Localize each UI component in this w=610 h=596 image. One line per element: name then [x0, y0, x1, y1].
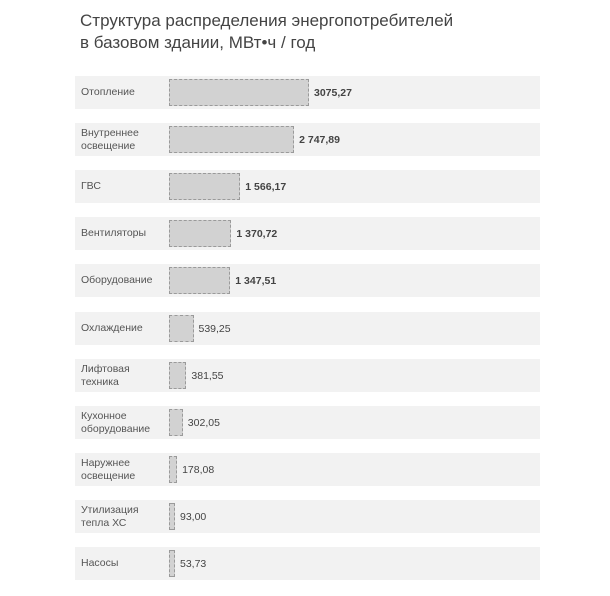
bar: [169, 267, 231, 294]
data-label: 2 747,89: [299, 133, 340, 146]
bar: [169, 409, 183, 436]
bar-row: Кухонное оборудование 302,05: [75, 406, 540, 439]
bar-row: Оборудование 1 347,51: [75, 264, 540, 297]
category-label-text: Внутреннее освещение: [81, 127, 139, 153]
data-label: 539,25: [198, 322, 231, 335]
bar-row: ГВС 1 566,17: [75, 170, 540, 203]
chart-title-line-2: в базовом здании, МВт•ч / год: [80, 33, 316, 52]
data-label: 93,00: [180, 510, 207, 523]
category-label-text: Наружнее освещение: [81, 457, 135, 483]
category-label: Насосы: [81, 547, 167, 580]
bar: [169, 126, 295, 153]
category-label: Охлаждение: [81, 312, 167, 345]
bar-row: Наружнее освещение 178,08: [75, 453, 540, 486]
bar: [169, 220, 232, 247]
bar-row: Утилизация тепла ХС 93,00: [75, 500, 540, 533]
bar: [169, 456, 178, 483]
bar: [169, 79, 309, 106]
category-label-text: Лифтовая техника: [81, 363, 130, 389]
data-label: 1 347,51: [235, 274, 277, 287]
category-label-line: техника: [81, 375, 119, 388]
data-label: 3075,27: [314, 86, 352, 99]
category-label-text: Кухонное оборудование: [81, 410, 150, 436]
category-label-text: Отопление: [81, 86, 135, 99]
category-label-line: освещение: [81, 139, 136, 152]
category-label-line: Лифтовая: [81, 362, 130, 375]
category-label-line: Охлаждение: [81, 322, 143, 334]
category-label: Утилизация тепла ХС: [81, 500, 167, 533]
data-label: 381,55: [191, 369, 224, 382]
category-label: Отопление: [81, 76, 167, 109]
data-label: 53,73: [180, 557, 207, 570]
category-label-line: Отопление: [81, 86, 135, 98]
bar: [169, 503, 175, 530]
category-label-text: Насосы: [81, 557, 118, 570]
category-label-line: Кухонное: [81, 409, 127, 422]
category-label-text: ГВС: [81, 180, 101, 193]
bar-row: Вентиляторы 1 370,72: [75, 217, 540, 250]
chart-title-line-1: Структура распределения энергопотребител…: [80, 11, 454, 30]
bar-row: Охлаждение 539,25: [75, 312, 540, 345]
data-label: 178,08: [182, 463, 215, 476]
category-label-text: Утилизация тепла ХС: [81, 504, 139, 530]
bar-row: Насосы 53,73: [75, 547, 540, 580]
category-label-text: Оборудование: [81, 274, 152, 287]
category-label-line: тепла ХС: [81, 516, 127, 529]
data-label: 1 370,72: [236, 227, 278, 240]
category-label-line: Наружнее: [81, 456, 131, 469]
category-label-text: Охлаждение: [81, 322, 143, 335]
bar-row: Внутреннее освещение 2 747,89: [75, 123, 540, 156]
category-label-text: Вентиляторы: [81, 227, 146, 240]
bar-row: Отопление 3075,27: [75, 76, 540, 109]
category-label: Внутреннее освещение: [81, 123, 167, 156]
category-label-line: оборудование: [81, 422, 151, 435]
chart-title: Структура распределения энергопотребител…: [80, 10, 560, 54]
category-label: Кухонное оборудование: [81, 406, 167, 439]
bar: [169, 550, 175, 577]
bar: [169, 362, 187, 389]
category-label: ГВС: [81, 170, 167, 203]
category-label-line: Внутреннее: [81, 126, 139, 139]
category-label-line: освещение: [81, 469, 136, 482]
category-label-line: Утилизация: [81, 503, 139, 516]
category-label-line: Насосы: [81, 557, 119, 569]
bar: [169, 315, 194, 342]
category-label-line: ГВС: [81, 180, 101, 192]
bar: [169, 173, 241, 200]
bar-row: Лифтовая техника 381,55: [75, 359, 540, 392]
category-label-line: Вентиляторы: [81, 227, 147, 239]
category-label: Вентиляторы: [81, 217, 167, 250]
data-label: 1 566,17: [245, 180, 287, 193]
data-label: 302,05: [187, 416, 220, 429]
category-label: Наружнее освещение: [81, 453, 167, 486]
category-label-line: Оборудование: [81, 274, 153, 286]
category-label: Оборудование: [81, 264, 167, 297]
category-label: Лифтовая техника: [81, 359, 167, 392]
